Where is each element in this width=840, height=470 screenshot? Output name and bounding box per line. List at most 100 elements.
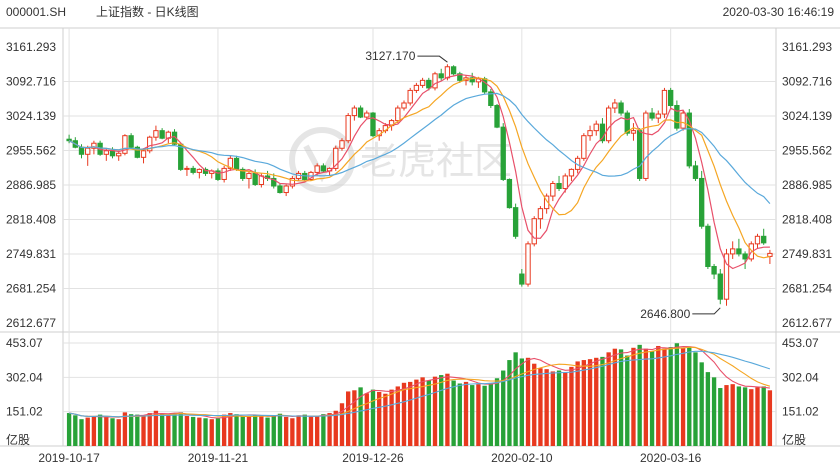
candle-up	[339, 140, 345, 149]
volume-bar-up	[283, 416, 289, 446]
candle-up	[562, 175, 568, 190]
volume-bar-down	[687, 346, 692, 446]
x-axis-labels: 2019-10-17 2019-11-21 2019-12-26 2020-02-10…	[38, 451, 701, 465]
candle-down	[78, 146, 85, 155]
candle-down	[717, 273, 723, 300]
candle-up	[630, 130, 637, 134]
candle-up	[345, 115, 351, 142]
price-tick-label: 2818.408	[782, 213, 832, 227]
volume-ma20-line	[68, 350, 771, 418]
price-tick-label: 2818.408	[6, 213, 56, 227]
candle-down	[357, 107, 364, 118]
volume-tick-label: 453.07	[6, 336, 43, 350]
volume-bar-down	[66, 413, 72, 446]
volume-bar-down	[215, 418, 221, 446]
ma5-line	[68, 73, 770, 270]
ma20-line	[68, 92, 771, 204]
candle-down	[426, 79, 432, 89]
volume-bar-up	[538, 368, 543, 446]
volume-bar-down	[97, 414, 103, 446]
volume-bar-down	[451, 380, 456, 446]
candle-up	[364, 112, 370, 118]
volume-bar-up	[749, 389, 754, 446]
candle-up	[587, 130, 593, 137]
candle-down	[233, 157, 240, 170]
candle-up	[730, 248, 736, 255]
candle-up	[754, 235, 761, 245]
volume-bar-down	[513, 352, 518, 446]
volume-bar-down	[519, 358, 524, 446]
volume-bar-down	[618, 349, 624, 446]
candle-up	[543, 195, 550, 210]
volume-bar-up	[153, 410, 159, 446]
candle-down	[252, 172, 258, 185]
candle-up	[525, 243, 531, 285]
candle-down	[488, 91, 494, 107]
candle-up	[401, 102, 407, 109]
candle-up	[419, 79, 426, 86]
volume-axis-left: 453.07 302.04 151.02	[6, 336, 43, 419]
volume-bar-up	[525, 357, 531, 446]
volume-bar-down	[240, 415, 245, 446]
candle-up	[91, 142, 97, 149]
volume-bar-down	[302, 414, 307, 446]
candle-up	[643, 112, 649, 179]
volume-bar-down	[742, 387, 748, 446]
volume-bar-up	[730, 384, 735, 446]
candle-up	[612, 102, 618, 109]
candle-down	[134, 146, 140, 158]
candle-up	[593, 123, 599, 132]
volume-bar-down	[128, 414, 134, 446]
price-tick-label: 2681.254	[6, 282, 56, 296]
volume-bar-up	[401, 382, 407, 446]
volume-bar-down	[470, 385, 475, 446]
candle-up	[116, 152, 122, 157]
volume-bar-up	[315, 415, 320, 446]
volume-bar-up	[420, 377, 425, 446]
candle-down	[624, 112, 630, 134]
volume-bar-down	[73, 415, 78, 446]
candle-up	[444, 66, 451, 79]
candle-up	[723, 253, 730, 300]
candle-up	[531, 218, 537, 245]
volume-bar-up	[445, 373, 450, 446]
candle-down	[692, 165, 699, 179]
volume-bar-down	[277, 413, 283, 446]
candle-down	[190, 167, 196, 173]
price-tick-label: 2612.677	[6, 316, 56, 330]
price-tick-label: 3024.139	[6, 109, 56, 123]
volume-bar-up	[339, 403, 345, 446]
candle-down	[742, 253, 748, 260]
candle-down	[494, 105, 500, 128]
candle-down	[506, 178, 513, 209]
candle-up	[227, 157, 234, 169]
volume-bar-up	[594, 357, 599, 446]
candle-down	[128, 135, 134, 148]
candle-down	[469, 77, 475, 83]
volume-bar-down	[668, 347, 673, 446]
x-tick-label: 2020-03-16	[640, 451, 702, 465]
volume-bar-down	[649, 350, 655, 446]
volume-bar-up	[631, 347, 636, 446]
price-tick-label: 3092.716	[782, 75, 832, 89]
candle-down	[215, 170, 221, 180]
volume-bar-down	[234, 414, 239, 446]
chart-datetime: 2020-03-30 16:46:19	[723, 5, 835, 19]
candle-down	[240, 168, 246, 179]
price-annotations: 3127.170 2646.800	[365, 49, 721, 321]
candle-up	[147, 136, 153, 152]
volume-bar-down	[556, 370, 562, 446]
price-tick-label: 3161.293	[782, 40, 832, 54]
candle-up	[767, 252, 773, 257]
candle-up	[314, 165, 320, 173]
volume-bar-up	[228, 413, 233, 446]
candle-down	[202, 168, 209, 174]
candle-down	[450, 66, 457, 75]
candle-down	[711, 265, 717, 275]
price-tick-label: 2886.985	[6, 178, 56, 192]
volume-bar-up	[290, 418, 295, 446]
volume-bar-down	[736, 386, 742, 446]
volume-bar-up	[221, 414, 227, 446]
price-tick-label: 3024.139	[782, 109, 832, 123]
volume-bar-down	[178, 412, 183, 446]
